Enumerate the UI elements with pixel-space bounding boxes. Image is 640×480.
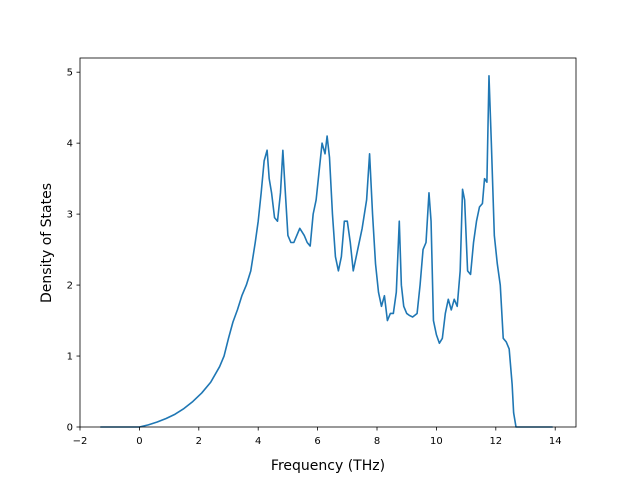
y-tick-label: 2 <box>67 281 73 292</box>
x-axis-ticks: −2 0 2 4 6 8 10 12 14 <box>73 427 562 447</box>
x-tick-label: 6 <box>314 436 320 447</box>
x-tick-label: 0 <box>136 436 142 447</box>
y-axis-ticks: 0 1 2 3 4 5 <box>67 68 80 434</box>
x-tick-label: 12 <box>489 436 502 447</box>
y-tick-label: 1 <box>67 352 73 363</box>
y-tick-label: 3 <box>67 210 73 221</box>
plot-area <box>79 57 577 428</box>
series-line-0 <box>99 74 554 428</box>
y-axis-label: Density of States <box>39 183 55 303</box>
axes-frame <box>79 57 577 428</box>
x-tick-label: 2 <box>196 436 202 447</box>
y-tick-label: 5 <box>67 68 73 79</box>
x-tick-label: −2 <box>73 436 88 447</box>
x-tick-label: 8 <box>374 436 380 447</box>
x-tick-label: 14 <box>549 436 562 447</box>
y-tick-label: 4 <box>67 139 73 150</box>
y-tick-label: 0 <box>67 423 73 434</box>
x-axis-label: Frequency (THz) <box>271 458 385 474</box>
x-tick-label: 4 <box>255 436 261 447</box>
x-tick-label: 10 <box>430 436 443 447</box>
